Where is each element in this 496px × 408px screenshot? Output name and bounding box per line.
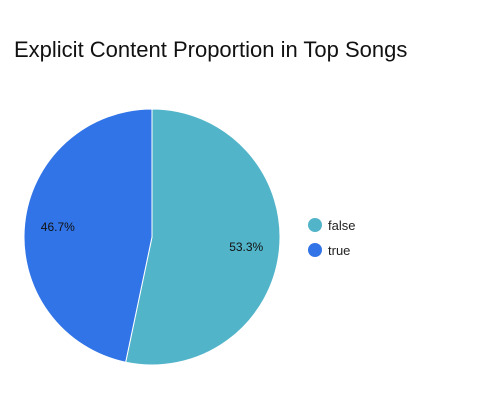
pie-slice-true [23, 108, 153, 363]
slice-label-true: 46.7% [41, 220, 75, 234]
legend-swatch-true [308, 243, 322, 257]
slice-label-false: 53.3% [229, 240, 263, 254]
legend-swatch-false [308, 218, 322, 232]
pie-slice-false [125, 108, 281, 366]
legend-label-true: true [328, 243, 350, 258]
chart-title: Explicit Content Proportion in Top Songs [14, 37, 408, 62]
pie-slices [23, 108, 281, 366]
slice-labels: 53.3% 46.7% [41, 220, 264, 254]
legend: false true [308, 218, 355, 258]
legend-label-false: false [328, 218, 355, 233]
